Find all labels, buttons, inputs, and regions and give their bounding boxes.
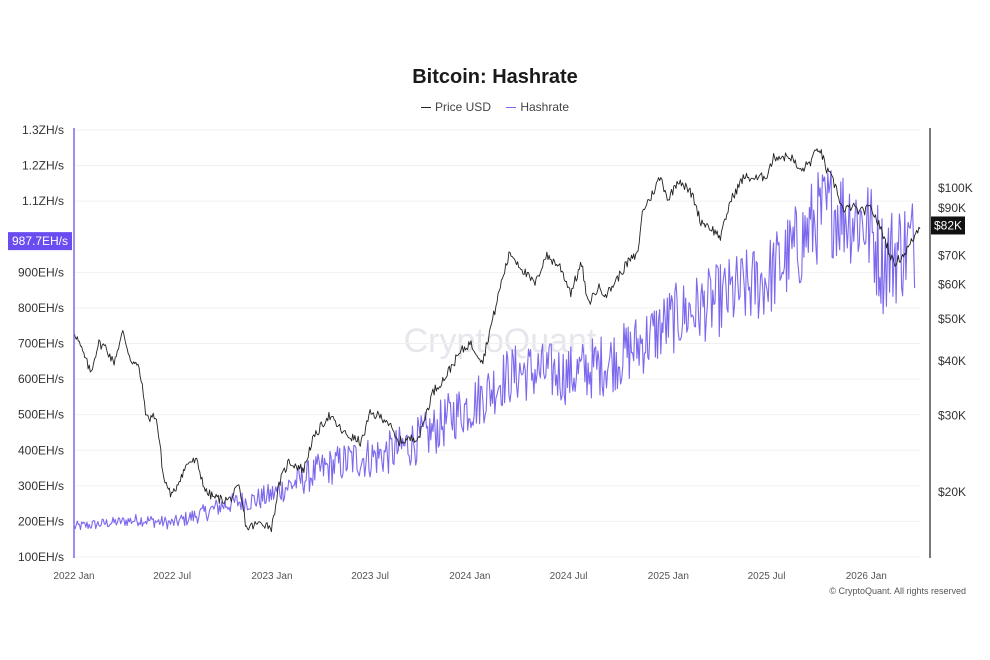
legend-item-hashrate[interactable]: Hashrate <box>506 100 569 114</box>
right-tick-label: $100K <box>938 181 973 195</box>
copyright-text: © CryptoQuant. All rights reserved <box>829 586 966 596</box>
left-tick-label: 900EH/s <box>18 265 64 279</box>
current-hashrate-label: 987.7EH/s <box>12 234 68 248</box>
left-tick-label: 1.1ZH/s <box>22 194 64 208</box>
left-tick-label: 1.3ZH/s <box>22 123 64 137</box>
left-tick-label: 500EH/s <box>18 408 64 422</box>
x-tick-label: 2022 Jan <box>53 571 94 582</box>
current-price-badge-bg <box>931 216 965 235</box>
legend-label-price: Price USD <box>434 100 491 114</box>
right-tick-label: $50K <box>938 312 966 326</box>
left-tick-label: 1.2ZH/s <box>22 159 64 173</box>
legend: Price USD Hashrate <box>0 100 990 114</box>
right-tick-label: $70K <box>938 248 966 262</box>
current-hashrate-badge-bg <box>8 232 72 251</box>
x-tick-label: 2025 Jan <box>648 571 689 582</box>
legend-swatch-price <box>420 107 431 109</box>
x-tick-label: 2023 Jul <box>351 571 389 582</box>
x-axis-ticks: 2022 Jan 2022 Jul 2023 Jan 2023 Jul 2024 Jan… <box>53 571 886 582</box>
right-tick-label: $30K <box>938 408 966 422</box>
hashrate-line <box>73 170 916 531</box>
x-tick-label: 2022 Jul <box>153 571 191 582</box>
current-price-label: $82K <box>934 218 962 232</box>
left-tick-label: 100EH/s <box>18 550 64 564</box>
x-tick-label: 2023 Jan <box>251 571 292 582</box>
right-tick-label: $40K <box>938 354 966 368</box>
left-tick-label: 200EH/s <box>18 514 64 528</box>
left-tick-label: 300EH/s <box>18 479 64 493</box>
chart-title: Bitcoin: Hashrate <box>412 66 578 88</box>
left-tick-label: 700EH/s <box>18 337 64 351</box>
legend-swatch-hashrate <box>506 107 517 109</box>
x-tick-label: 2025 Jul <box>748 571 786 582</box>
legend-item-price[interactable]: Price USD <box>420 100 491 114</box>
x-tick-label: 2024 Jan <box>449 571 490 582</box>
price-line <box>73 148 921 533</box>
left-tick-label: 800EH/s <box>18 301 64 315</box>
left-axis-ticks: 100EH/s 200EH/s 300EH/s 400EH/s 500EH/s 600EH… <box>18 123 64 564</box>
right-tick-label: $60K <box>938 277 966 291</box>
watermark: CryptoQuant <box>404 322 597 360</box>
right-tick-label: $90K <box>938 201 966 215</box>
price-series <box>73 148 921 533</box>
x-tick-label: 2024 Jul <box>550 571 588 582</box>
current-hashrate-badge: 987.7EH/s <box>8 232 72 251</box>
hashrate-series <box>73 170 916 531</box>
current-price-badge: $82K <box>931 216 965 235</box>
x-tick-label: 2026 Jan <box>846 571 887 582</box>
left-tick-label: 600EH/s <box>18 372 64 386</box>
right-axis-ticks: $20K $30K $40K $50K $60K $70K $90K $100K <box>938 181 973 499</box>
left-tick-label: 400EH/s <box>18 443 64 457</box>
grid-layer <box>74 129 920 558</box>
legend-label-hashrate: Hashrate <box>520 100 570 114</box>
right-tick-label: $20K <box>938 485 966 499</box>
